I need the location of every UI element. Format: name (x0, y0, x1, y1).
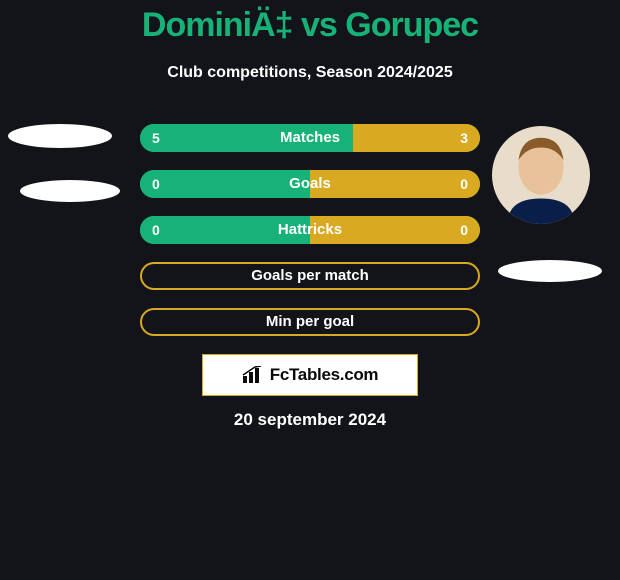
stat-fill-right (310, 170, 480, 198)
subtitle: Club competitions, Season 2024/2025 (0, 64, 620, 82)
stat-value-left: 0 (152, 216, 160, 244)
stat-value-right: 0 (460, 216, 468, 244)
stat-label: Hattricks (278, 216, 342, 244)
stat-label: Matches (280, 124, 340, 152)
stat-row: Min per goal (140, 308, 480, 336)
player-right-avatar (492, 126, 590, 224)
stat-value-right: 0 (460, 170, 468, 198)
date-label: 20 september 2024 (0, 410, 620, 430)
logo-text: FcTables.com (270, 365, 379, 385)
player-left-oval-1 (8, 124, 112, 148)
source-logo: FcTables.com (202, 354, 418, 396)
stat-bars: Matches 5 3 Goals 0 0 Hattricks 0 0 Goals per mat… (140, 124, 480, 354)
stat-fill-left (140, 170, 310, 198)
stat-label: Goals per match (251, 262, 369, 290)
stat-value-left: 5 (152, 124, 160, 152)
player-left-oval-2 (20, 180, 120, 202)
stat-label: Goals (289, 170, 331, 198)
player-right-oval-1 (498, 260, 602, 282)
avatar-icon (492, 126, 590, 224)
page-title: DominiÄ‡ vs Gorupec (0, 6, 620, 45)
stat-value-right: 3 (460, 124, 468, 152)
bar-chart-icon (242, 366, 264, 384)
stat-label: Min per goal (266, 308, 354, 336)
stat-row: Goals 0 0 (140, 170, 480, 198)
stat-value-left: 0 (152, 170, 160, 198)
comparison-card: DominiÄ‡ vs Gorupec Club competitions, S… (0, 0, 620, 580)
stat-row: Hattricks 0 0 (140, 216, 480, 244)
stat-row: Matches 5 3 (140, 124, 480, 152)
stat-row: Goals per match (140, 262, 480, 290)
